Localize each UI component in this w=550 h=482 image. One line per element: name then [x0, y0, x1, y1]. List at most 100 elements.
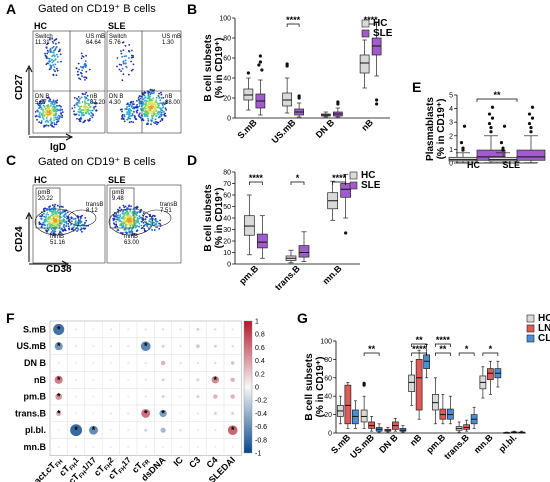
flow-a-hc-event: [46, 62, 49, 65]
flow-c-hc-gate-label: 20.22: [38, 196, 54, 202]
flow-a-hc-event: [44, 120, 47, 123]
flow-a-sle-event: [160, 97, 163, 99]
heatmap-cell: [92, 328, 95, 331]
flow-a-hc-event: [59, 53, 62, 56]
flow-c-hc-event: [71, 228, 74, 231]
chart-d-box-sle-outlier: [344, 231, 348, 235]
chart-b-category-label: DN B: [314, 117, 337, 140]
flow-a-sle-event: [135, 110, 138, 112]
heatmap-cell: [179, 378, 182, 381]
flow-c-hc-event: [67, 222, 70, 225]
flow-a-sle-event: [163, 114, 166, 117]
flow-a-sle-event: [158, 92, 161, 95]
flow-a-sle-event: [141, 118, 144, 121]
heatmap-cell: [161, 445, 165, 449]
flow-a-hc-event: [85, 112, 87, 115]
flow-c-hc-event: [38, 221, 41, 224]
panel-letter-e: E: [412, 79, 421, 95]
flow-a-hc-event: [42, 102, 45, 104]
panel-letter-g: G: [297, 310, 308, 326]
flow-c-sle-event: [131, 231, 133, 234]
flow-c-hc-event: [71, 220, 73, 223]
flow-c-sle-event: [135, 214, 138, 217]
flow-c-hc-event: [57, 209, 60, 212]
flow-a-hc-event: [88, 113, 91, 116]
panel-letter-b: B: [187, 1, 197, 17]
heatmap-cell: [214, 445, 217, 449]
flow-a-sle-event: [128, 44, 131, 46]
chart-e-box-hc-outlier: [462, 124, 467, 128]
flow-c-hc-event: [45, 216, 47, 219]
flow-a-hc-event: [58, 41, 60, 44]
flow-c-sle-gate-line: [109, 187, 135, 229]
flow-a-hc-event: [53, 66, 56, 68]
flow-c-yaxis-arrow: [25, 211, 33, 262]
chart-g-significance-bracket: [411, 352, 427, 356]
chart-b-significance-label: ****: [364, 15, 379, 25]
flow-a-hc-event: [87, 98, 90, 101]
chart-d-y-tick-label: 30: [223, 227, 231, 234]
heatmap-cell: [160, 360, 166, 366]
heatmap-row-label: pm.B: [24, 392, 47, 402]
flow-a-hc-event: [85, 111, 87, 114]
flow-a-hc-event: [47, 51, 50, 53]
chart-b-category-label: US.mB: [270, 117, 298, 145]
flow-a-sle-event: [159, 99, 162, 102]
flow-c-sle-event: [136, 229, 139, 232]
flow-c-hc-event: [49, 210, 52, 213]
colorbar-tick-label: 0.4: [255, 358, 265, 365]
chart-d-y-tick-label: 60: [223, 193, 231, 200]
flow-c-hc-event: [54, 203, 57, 206]
chart-g-significance-bracket: [363, 352, 380, 356]
flow-a-hc-event: [49, 50, 52, 53]
heatmap-cell: [196, 395, 200, 399]
flow-a-hc-event: [50, 123, 52, 126]
flow-c-hc-event: [64, 229, 67, 232]
flow-c-hc-event: [65, 224, 68, 227]
flow-a-hc-event: [83, 114, 85, 117]
flow-c-hc-event: [63, 229, 65, 232]
heatmap-significance-star: *: [214, 375, 218, 385]
flow-a-hc-event: [60, 113, 63, 115]
flow-a-sle-event: [123, 120, 126, 123]
heatmap-cell: [144, 361, 147, 365]
flow-a-hc-event: [52, 64, 55, 66]
flow-c-hc-event: [53, 215, 56, 218]
flow-a-sle-event: [147, 117, 149, 120]
heatmap-cell: [159, 409, 167, 418]
flow-a-sle-event: [147, 90, 149, 93]
flow-c-hc-event: [50, 231, 53, 233]
flow-a-sle-event: [151, 119, 153, 122]
flow-a-hc-event: [51, 121, 54, 124]
flow-a-sle-event: [120, 52, 123, 55]
flow-c-sle-event: [136, 205, 139, 208]
flow-a-hc-event: [91, 116, 94, 119]
heatmap-cell: [92, 412, 95, 415]
flow-a-sle-event: [147, 95, 150, 97]
flow-a-sle-event: [159, 102, 162, 104]
chart-b-box-sle-outlier: [257, 63, 261, 67]
heatmap-cell: [127, 361, 130, 365]
flow-c-hc-event: [61, 227, 63, 230]
flow-a-sle-event: [160, 111, 163, 114]
flow-c-sle-event: [123, 220, 126, 223]
flow-c-hc-event: [53, 219, 55, 222]
flow-a-hc-event: [54, 116, 57, 119]
flow-a-sle-event: [153, 101, 156, 104]
flow-a-hc-event: [80, 96, 83, 99]
flow-c-hc-event: [72, 218, 75, 220]
flow-c-hc-event: [58, 217, 60, 219]
flow-a-hc-event: [58, 104, 61, 107]
flow-c-hc-event: [51, 204, 54, 207]
flow-a-sle-event: [152, 113, 155, 116]
flow-a-sle-event: [135, 118, 138, 121]
panel-letter-d: D: [187, 152, 197, 168]
flow-a-sle-event: [163, 111, 165, 113]
flow-c-sle-event: [123, 228, 126, 231]
flow-c-sle-event: [125, 214, 128, 217]
chart-g-category-label: DN B: [377, 432, 400, 455]
heatmap-cell: [196, 327, 200, 331]
flow-a-sle-event: [137, 98, 140, 101]
flow-c-hc-event: [47, 220, 49, 223]
flow-a-hc-event: [85, 70, 88, 73]
